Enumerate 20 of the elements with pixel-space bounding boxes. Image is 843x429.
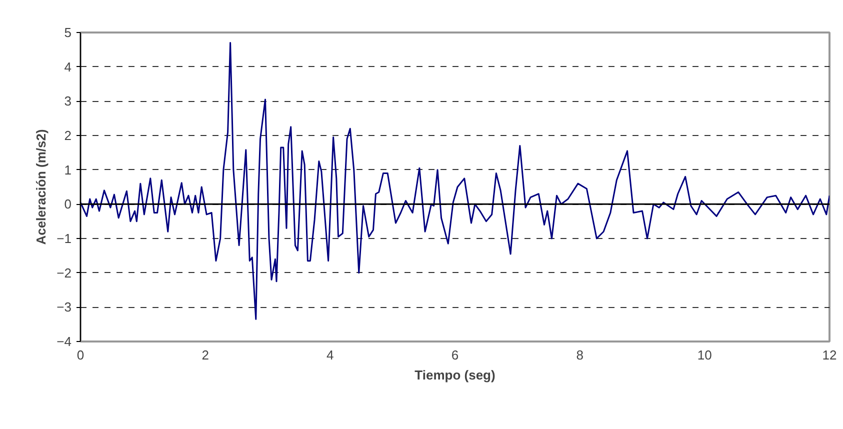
x-tick-label: 4 [326,348,334,362]
x-tick-label: 8 [576,348,584,362]
line-series [80,42,830,320]
x-tick-label: 2 [202,348,209,362]
y-tick-label: 2 [64,128,72,143]
y-tick-label: −4 [56,334,72,349]
y-tick-label: 4 [64,59,72,74]
y-tick-label: −3 [56,300,72,315]
y-axis-title: Aceleración (m/s2) [34,129,49,245]
y-tick-label: −1 [56,231,72,246]
y-tick-label: 3 [64,94,72,109]
x-tick-label: 12 [822,348,837,362]
x-tick-label: 0 [76,348,84,362]
x-tick-label: 6 [451,348,459,362]
y-tick-label: 5 [64,25,72,40]
y-tick-label: −2 [56,265,72,280]
y-tick-label: 1 [64,162,72,178]
x-axis-title: Tiempo (seg) [414,368,496,382]
y-tick-label: 0 [64,196,72,212]
x-tick-label: 10 [697,348,712,362]
